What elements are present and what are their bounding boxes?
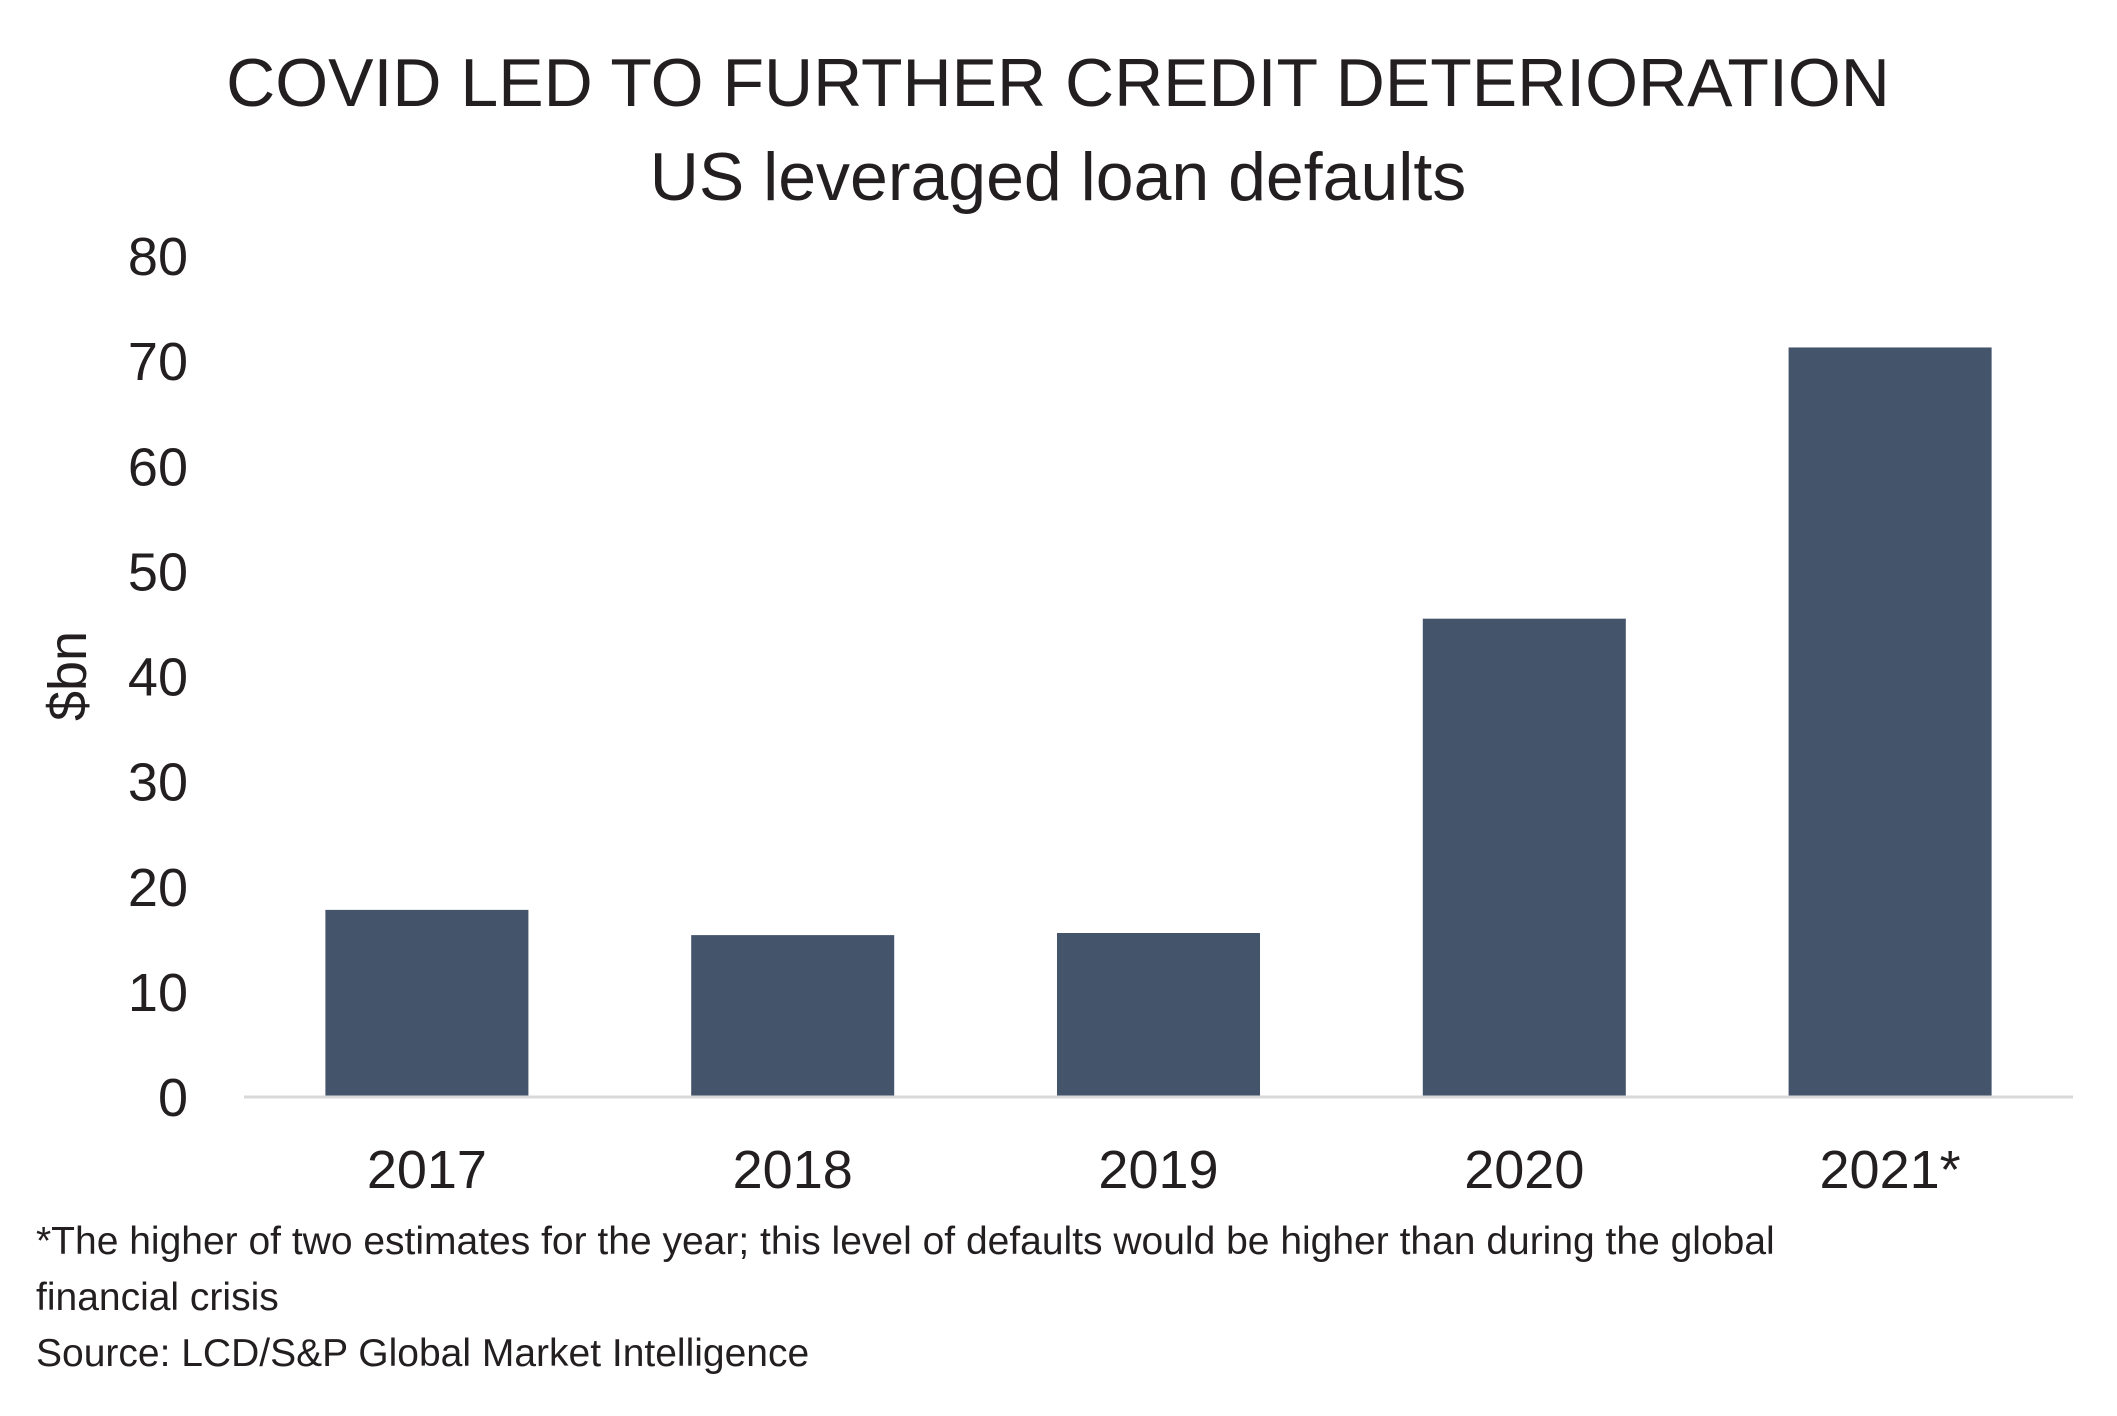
y-tick-label: 40 [128, 648, 188, 708]
y-tick-label: 70 [128, 332, 188, 392]
y-tick-label: 60 [128, 437, 188, 497]
chart-title: COVID LED TO FURTHER CREDIT DETERIORATIO… [226, 45, 1890, 121]
footnote-line-2: financial crisis [36, 1276, 279, 1319]
chart-subtitle: US leveraged loan defaults [650, 139, 1467, 215]
y-tick-label: 20 [128, 858, 188, 918]
y-tick-labels: 0 10 20 30 40 50 60 70 80 [128, 227, 188, 1128]
x-tick-label: 2019 [1098, 1140, 1218, 1200]
y-tick-label: 50 [128, 542, 188, 602]
bar-2021 [1788, 347, 1992, 1097]
y-tick-label: 0 [158, 1068, 188, 1128]
bar-2019 [1056, 933, 1261, 1097]
bar-2020 [1422, 618, 1626, 1097]
y-axis-label: $bn [38, 631, 98, 721]
footnote-line-1: *The higher of two estimates for the yea… [36, 1220, 1775, 1263]
bar-2017 [325, 909, 529, 1097]
y-tick-label: 10 [128, 963, 188, 1023]
bar-2018 [691, 935, 895, 1097]
y-tick-label: 30 [128, 753, 188, 813]
x-tick-label: 2021* [1820, 1140, 1961, 1200]
x-tick-labels: 2017 2018 2019 2020 2021* [367, 1140, 1961, 1200]
bars [325, 347, 1992, 1097]
x-tick-label: 2020 [1464, 1140, 1584, 1200]
x-tick-label: 2018 [733, 1140, 853, 1200]
y-tick-label: 80 [128, 227, 188, 287]
source-note: Source: LCD/S&P Global Market Intelligen… [36, 1332, 809, 1375]
x-tick-label: 2017 [367, 1140, 487, 1200]
